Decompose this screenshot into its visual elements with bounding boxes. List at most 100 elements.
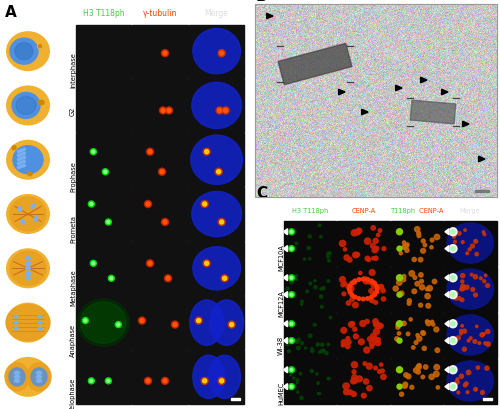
Circle shape	[484, 274, 487, 277]
Circle shape	[422, 346, 426, 351]
Circle shape	[352, 378, 358, 383]
Circle shape	[286, 339, 290, 342]
Text: Prometa: Prometa	[70, 214, 76, 243]
Circle shape	[455, 380, 459, 384]
Circle shape	[373, 282, 376, 285]
Circle shape	[290, 276, 293, 280]
Circle shape	[220, 379, 224, 383]
Circle shape	[364, 279, 369, 284]
Circle shape	[426, 320, 429, 323]
Circle shape	[144, 201, 152, 208]
Circle shape	[288, 321, 294, 327]
Circle shape	[161, 109, 165, 113]
Circle shape	[327, 280, 330, 283]
Circle shape	[409, 318, 412, 321]
Circle shape	[402, 275, 406, 279]
Circle shape	[304, 258, 306, 261]
Circle shape	[376, 341, 380, 346]
Circle shape	[290, 339, 293, 342]
Circle shape	[370, 296, 374, 299]
Circle shape	[318, 351, 320, 353]
Circle shape	[320, 295, 323, 299]
Circle shape	[344, 282, 346, 285]
Text: Merge: Merge	[460, 208, 480, 214]
Circle shape	[290, 247, 293, 250]
Ellipse shape	[26, 272, 30, 275]
Circle shape	[146, 260, 154, 267]
Circle shape	[396, 326, 400, 329]
Circle shape	[340, 277, 345, 283]
Circle shape	[478, 342, 480, 344]
Circle shape	[90, 149, 96, 155]
Circle shape	[451, 293, 455, 297]
Circle shape	[366, 297, 370, 301]
Circle shape	[288, 292, 294, 298]
Bar	[76, 25, 131, 79]
Bar	[132, 188, 188, 241]
Circle shape	[397, 384, 402, 389]
Polygon shape	[445, 367, 449, 373]
Text: H3 T118ph: H3 T118ph	[82, 9, 124, 18]
Ellipse shape	[14, 375, 20, 378]
Circle shape	[430, 320, 434, 324]
Circle shape	[468, 339, 470, 342]
Bar	[189, 296, 244, 349]
Circle shape	[397, 247, 402, 252]
Circle shape	[460, 374, 464, 378]
Circle shape	[144, 378, 152, 384]
Circle shape	[296, 346, 300, 350]
Circle shape	[483, 234, 486, 236]
Circle shape	[485, 366, 489, 370]
Circle shape	[408, 299, 412, 303]
Circle shape	[460, 274, 465, 278]
Circle shape	[288, 275, 294, 281]
Circle shape	[435, 348, 440, 353]
Circle shape	[316, 344, 319, 346]
Circle shape	[381, 289, 386, 293]
Circle shape	[163, 379, 167, 383]
Polygon shape	[284, 246, 288, 252]
Circle shape	[396, 323, 400, 328]
Circle shape	[462, 347, 466, 351]
Circle shape	[349, 286, 354, 291]
Circle shape	[374, 247, 379, 251]
Ellipse shape	[6, 86, 50, 126]
Circle shape	[353, 279, 357, 283]
Circle shape	[301, 301, 303, 303]
Circle shape	[380, 363, 383, 366]
Circle shape	[342, 340, 347, 345]
Circle shape	[296, 379, 299, 382]
Bar	[18, 149, 25, 153]
Circle shape	[474, 240, 476, 243]
Ellipse shape	[36, 380, 42, 382]
Ellipse shape	[18, 207, 22, 212]
Text: Metaphase: Metaphase	[70, 269, 76, 305]
Circle shape	[107, 380, 110, 382]
Circle shape	[364, 278, 370, 284]
Ellipse shape	[12, 93, 40, 119]
Circle shape	[420, 285, 424, 290]
Circle shape	[346, 337, 350, 341]
Circle shape	[378, 324, 383, 328]
Polygon shape	[445, 384, 449, 390]
Circle shape	[434, 327, 439, 332]
Circle shape	[451, 339, 455, 343]
Circle shape	[146, 379, 150, 383]
Circle shape	[470, 245, 474, 248]
Bar	[444, 359, 496, 404]
Ellipse shape	[6, 303, 50, 343]
Circle shape	[140, 319, 144, 323]
Circle shape	[353, 328, 357, 331]
Bar	[284, 313, 336, 357]
Circle shape	[376, 323, 382, 329]
Circle shape	[300, 396, 303, 400]
Ellipse shape	[6, 357, 50, 397]
Circle shape	[346, 285, 350, 289]
Circle shape	[164, 275, 172, 282]
Circle shape	[320, 350, 324, 353]
Circle shape	[471, 288, 474, 292]
Circle shape	[414, 341, 418, 345]
Circle shape	[320, 306, 324, 308]
Circle shape	[434, 371, 439, 377]
Circle shape	[420, 280, 424, 283]
